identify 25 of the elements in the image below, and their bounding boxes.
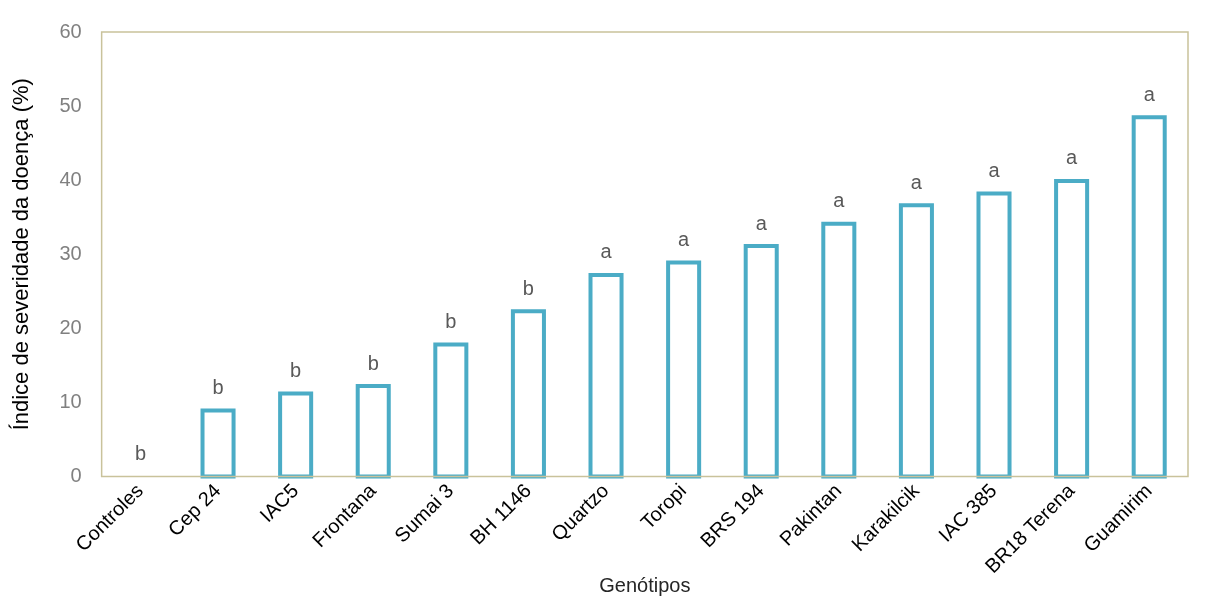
y-tick-label: 0 xyxy=(70,464,82,486)
annotation: a xyxy=(910,170,923,193)
annotation: b xyxy=(134,442,147,464)
x-tick-label: IAC 385 xyxy=(934,479,1001,546)
y-tick-label: 50 xyxy=(59,93,82,116)
annotation: a xyxy=(988,159,1001,182)
x-axis-title: Genótipos xyxy=(599,573,691,596)
annotation: a xyxy=(1066,146,1079,169)
annotation: a xyxy=(755,211,768,234)
y-axis-title: Índice de severidade da doença (%) xyxy=(8,78,34,431)
y-tick-label: 30 xyxy=(59,241,82,264)
annotation: b xyxy=(367,351,379,374)
y-tick-label: 10 xyxy=(59,389,82,412)
y-tick-label: 60 xyxy=(59,19,82,42)
annotation: b xyxy=(290,359,302,382)
y-tick-label: 40 xyxy=(59,167,82,190)
annotation: a xyxy=(1143,82,1156,105)
y-tick-label: 20 xyxy=(59,315,82,338)
annotation: a xyxy=(600,240,613,263)
annotation: b xyxy=(445,310,457,333)
annotation: b xyxy=(212,376,224,399)
x-tick-label: Cep 24 xyxy=(163,479,225,541)
annotation: a xyxy=(833,189,846,212)
annotation: a xyxy=(678,227,691,250)
annotation: b xyxy=(522,276,534,299)
